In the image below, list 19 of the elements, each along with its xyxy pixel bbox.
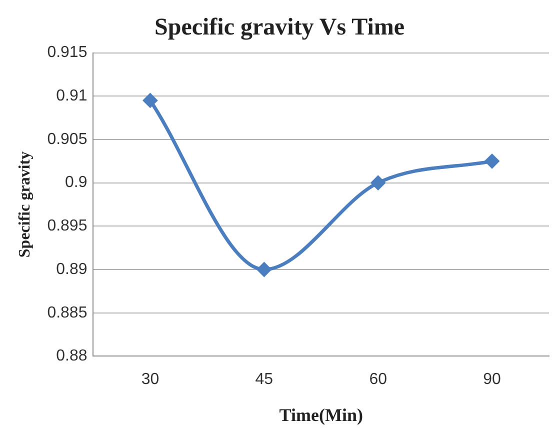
x-tick-label: 90 <box>483 371 502 388</box>
y-tick-label: 0.885 <box>47 304 88 322</box>
point <box>370 175 386 190</box>
point <box>484 154 500 169</box>
y-tick-label: 0.88 <box>56 348 88 365</box>
y-axis-title: Specific gravity <box>16 151 34 258</box>
point <box>256 262 272 278</box>
y-tick-label: 0.915 <box>47 44 88 62</box>
y-tick-label: 0.89 <box>56 260 88 278</box>
x-axis-title: Time(Min) <box>279 404 363 425</box>
chart-title: Specific gravity Vs Time <box>154 14 405 41</box>
y-tick-label: 0.9 <box>64 174 88 192</box>
point <box>142 92 158 108</box>
y-tick-label: 0.895 <box>47 218 88 235</box>
y-tick-label: 0.91 <box>56 88 88 105</box>
x-tick-label: 30 <box>141 371 160 388</box>
y-tick-label: 0.905 <box>47 130 88 148</box>
x-tick-label: 60 <box>369 371 388 388</box>
x-tick-label: 45 <box>255 371 274 388</box>
